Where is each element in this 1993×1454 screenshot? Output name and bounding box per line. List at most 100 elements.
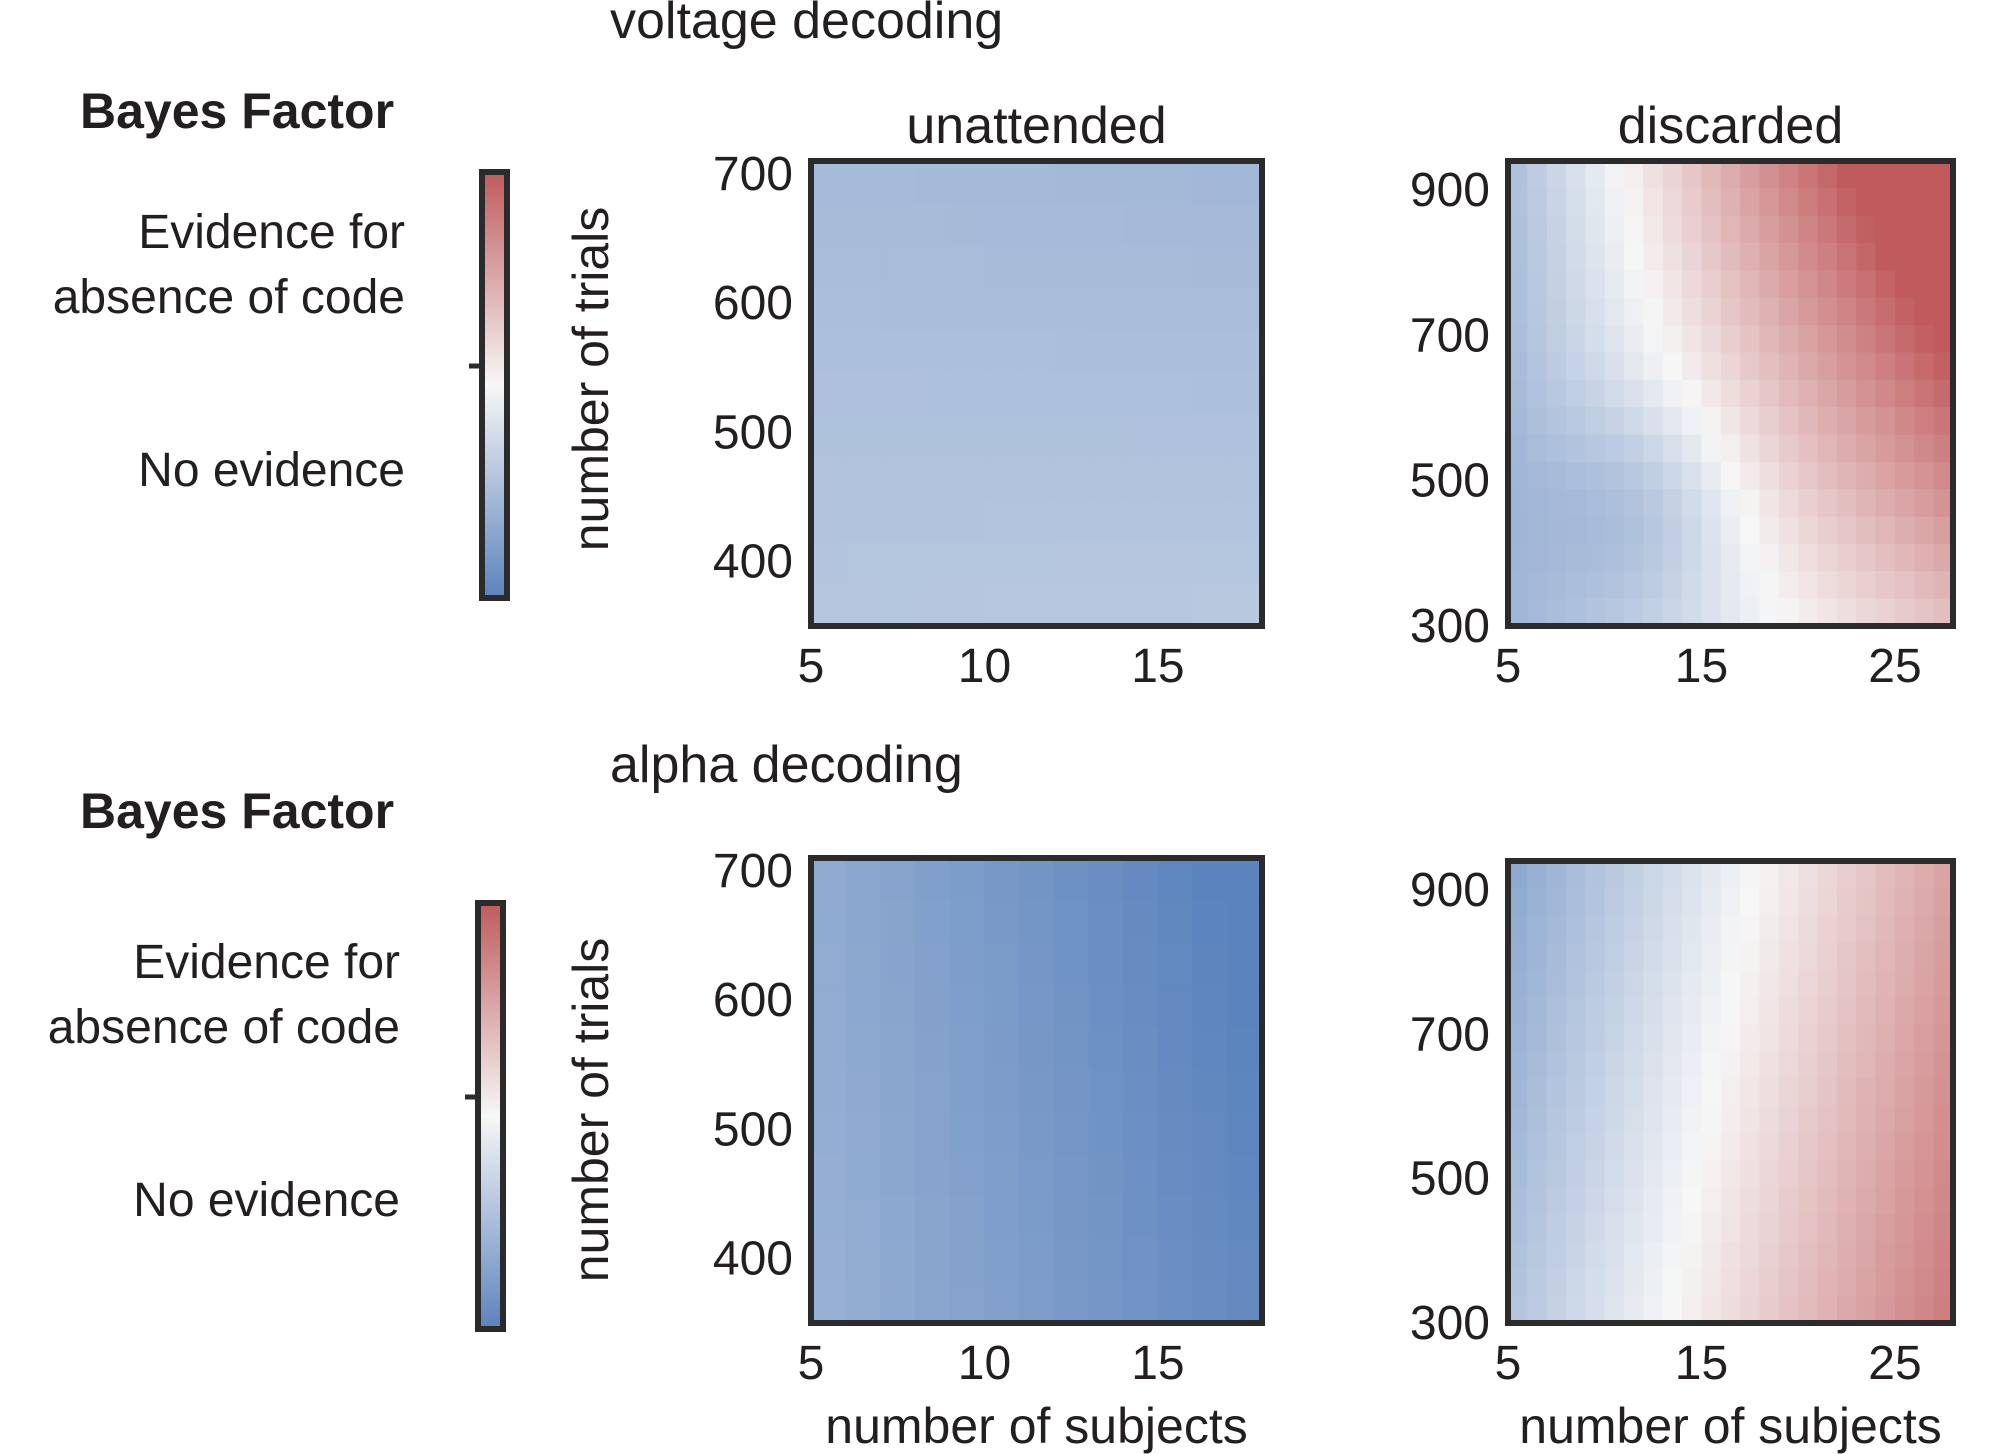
heatmap-cell — [1053, 942, 1090, 986]
heatmap-cell — [1192, 1238, 1228, 1282]
heatmap-cell — [915, 1280, 951, 1324]
x-tick-label: 5 — [1495, 640, 1522, 693]
heatmap-cell — [845, 414, 881, 458]
heatmap-cell — [1701, 1078, 1722, 1107]
heatmap-cell — [1798, 1241, 1819, 1270]
heatmap-cell — [1740, 942, 1761, 971]
heatmap-cell — [984, 1069, 1020, 1113]
heatmap-cell — [1585, 489, 1606, 518]
heatmap-cell — [1157, 858, 1194, 901]
heatmap-cell — [1546, 1159, 1567, 1188]
heatmap-cell — [1508, 297, 1528, 326]
heatmap-cell — [1604, 297, 1625, 326]
heatmap-cell — [1585, 297, 1606, 326]
heatmap-cell — [1624, 215, 1645, 244]
heatmap-cell — [1856, 161, 1877, 189]
heatmap-cell — [1566, 861, 1586, 889]
heatmap-cell — [1836, 543, 1857, 572]
heatmap-cell — [1546, 461, 1567, 490]
y-tick-label: 900 — [1410, 864, 1490, 917]
heatmap-cell — [1778, 1241, 1799, 1270]
heatmap-cell — [1566, 325, 1586, 354]
heatmap-cell — [1778, 161, 1799, 189]
heatmap-cell — [1720, 1024, 1741, 1052]
heatmap-cell — [1740, 1295, 1761, 1324]
heatmap-cell — [1933, 1268, 1954, 1297]
heatmap-cell — [1227, 541, 1263, 585]
heatmap-cell — [880, 1280, 916, 1324]
heatmap-cell — [1643, 1051, 1664, 1080]
heatmap-cell — [1527, 1132, 1548, 1161]
heatmap-cell — [1778, 571, 1799, 600]
heatmap-cell — [1624, 297, 1645, 326]
heatmap-cell — [845, 900, 881, 944]
heatmap-cell — [1019, 900, 1055, 944]
heatmap-cell — [811, 330, 847, 373]
heatmap-cell — [1585, 915, 1606, 944]
heatmap-cell — [1192, 499, 1228, 543]
heatmap-cell — [1875, 1187, 1896, 1215]
heatmap-cell — [1157, 1196, 1194, 1240]
heatmap-cell — [1836, 1051, 1857, 1080]
heatmap-cell — [1053, 499, 1090, 543]
heatmap-cell — [1856, 188, 1877, 217]
heatmap-cell — [1759, 1024, 1780, 1052]
heatmap-cell — [1546, 1241, 1567, 1270]
heatmap-cell — [1624, 1132, 1645, 1161]
heatmap-cell — [1682, 1295, 1703, 1324]
heatmap-cell — [949, 245, 986, 289]
heatmap-cell — [1740, 969, 1761, 998]
heatmap-cell — [845, 541, 881, 585]
heatmap-cell — [1856, 270, 1877, 299]
heatmap-cell — [984, 203, 1020, 247]
heatmap-cell — [1759, 1078, 1780, 1107]
heatmap-cell — [1682, 1051, 1703, 1080]
heatmap-cell — [1720, 1241, 1741, 1270]
heatmap-cell — [1019, 984, 1055, 1028]
heatmap-cell — [1643, 969, 1664, 998]
heatmap-cell — [949, 456, 986, 500]
heatmap-cell — [1682, 1159, 1703, 1188]
heatmap-cell — [1914, 1078, 1935, 1107]
heatmap-cell — [1914, 407, 1935, 436]
heatmap-cell — [1527, 1024, 1548, 1052]
heatmap-cell — [880, 245, 916, 289]
heatmap-cell — [1088, 1153, 1124, 1197]
heatmap-cell — [1720, 243, 1741, 272]
heatmap-cell — [1624, 1241, 1645, 1270]
heatmap-cell — [1604, 516, 1625, 545]
heatmap-cell — [1643, 1024, 1664, 1052]
heatmap-cell — [1798, 1024, 1819, 1052]
heatmap-cell — [811, 161, 847, 204]
heatmap-cell — [1604, 598, 1625, 627]
heatmap-cell — [949, 583, 986, 627]
heatmap-cell — [1894, 1159, 1915, 1188]
heatmap-cell — [1933, 1024, 1954, 1052]
heatmap-cell — [1720, 598, 1741, 627]
heatmap-cell — [1527, 188, 1548, 217]
y-tick-label: 400 — [713, 535, 793, 588]
heatmap-cell — [1546, 996, 1567, 1025]
heatmap-cell — [1817, 297, 1838, 326]
heatmap-cell — [1123, 1238, 1159, 1282]
heatmap-cell — [1566, 1268, 1586, 1297]
heatmap-cell — [1836, 489, 1857, 518]
heatmap-cell — [1585, 1105, 1606, 1134]
heatmap-cell — [1798, 297, 1819, 326]
heatmap-cell — [1836, 915, 1857, 944]
heatmap-cell — [1817, 161, 1838, 189]
heatmap-cell — [1566, 1187, 1586, 1215]
heatmap-cell — [1604, 215, 1625, 244]
heatmap-cell — [984, 900, 1020, 944]
heatmap-cell — [1566, 434, 1586, 463]
heatmap-cell — [1624, 243, 1645, 272]
heatmap-cell — [1604, 161, 1625, 189]
heatmap-cell — [1875, 996, 1896, 1025]
heatmap-cell — [1508, 861, 1528, 889]
heatmap-cell — [1546, 942, 1567, 971]
heatmap-cell — [1662, 915, 1683, 944]
heatmap-cell — [1817, 1187, 1838, 1215]
heatmap-cell — [1546, 243, 1567, 272]
heatmap-cell — [1227, 984, 1263, 1028]
heatmap-cell — [1192, 414, 1228, 458]
